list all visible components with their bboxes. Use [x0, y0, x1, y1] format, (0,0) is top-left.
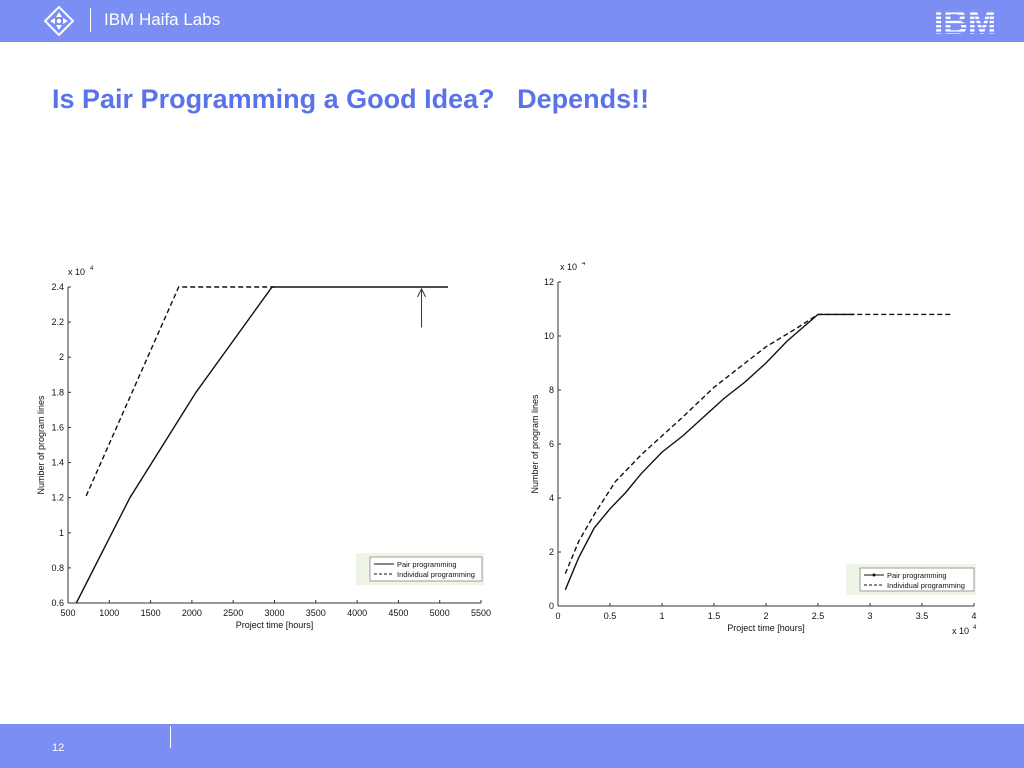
- annotation-arrow-head: [417, 287, 426, 298]
- y-tick-label: 2.2: [51, 317, 64, 327]
- lab-name: IBM Haifa Labs: [104, 10, 221, 29]
- legend-label: Pair programming: [397, 560, 457, 569]
- header-bar: IBM Haifa Labs IBM: [0, 0, 1024, 42]
- y-tick-label: 0: [549, 601, 554, 611]
- series-line-pair: [75, 286, 448, 604]
- x-multiplier-exponent: 4: [973, 625, 977, 631]
- x-tick-label: 0: [555, 611, 560, 621]
- page-number: 12: [52, 742, 65, 754]
- x-tick-label: 1.5: [708, 611, 721, 621]
- y-tick-label: 1.8: [51, 387, 64, 397]
- x-tick-label: 5500: [471, 608, 491, 618]
- y-multiplier: x 10: [68, 267, 85, 277]
- slide-title: Is Pair Programming a Good Idea? Depends…: [52, 84, 650, 114]
- x-tick-label: 1000: [99, 608, 119, 618]
- right-chart: 0 0.5 1 1.5 2 2.5 3 3.5 4 0 2 4 6 8 10 12 Project time […: [530, 262, 977, 636]
- x-tick-label: 4500: [388, 608, 408, 618]
- y-tick-label: 2.4: [51, 282, 64, 292]
- x-tick-label: 2500: [223, 608, 243, 618]
- x-tick-label: 500: [60, 608, 75, 618]
- y-tick-label: 0.8: [51, 563, 64, 573]
- y-tick-label: 6: [549, 439, 554, 449]
- y-tick-label: 0.6: [51, 598, 64, 608]
- ibm-logo: IBM: [934, 4, 996, 38]
- ibm-logo-text: IBM: [934, 4, 996, 38]
- y-tick-label: 1.6: [51, 422, 64, 432]
- y-multiplier: x 10: [560, 262, 577, 272]
- footer-bar: 12: [0, 724, 1024, 768]
- legend-box: [859, 567, 975, 592]
- x-tick-label: 1: [659, 611, 664, 621]
- y-axis-title: Number of program lines: [36, 395, 46, 495]
- y-tick-label: 1: [59, 528, 64, 538]
- legend-box: [369, 556, 483, 582]
- x-tick-label: 3.5: [916, 611, 929, 621]
- y-tick-label: 2: [59, 352, 64, 362]
- left-chart: 500 1000 1500 2000 2500 3000 3500 4000 4500 5000 5…: [36, 266, 491, 630]
- y-tick-label: 2: [549, 547, 554, 557]
- x-tick-label: 1500: [141, 608, 161, 618]
- y-tick-label: 8: [549, 385, 554, 395]
- ibm-research-diamond-icon: [44, 6, 74, 36]
- x-tick-label: 3: [867, 611, 872, 621]
- header-divider: [90, 8, 91, 32]
- y-tick-label: 1.4: [51, 458, 64, 468]
- legend-label: Individual programming: [887, 581, 965, 590]
- x-tick-label: 5000: [430, 608, 450, 618]
- y-multiplier-exponent: 4: [90, 266, 94, 272]
- x-tick-label: 3000: [264, 608, 284, 618]
- y-tick-label: 1.2: [51, 493, 64, 503]
- x-tick-label: 4: [971, 611, 976, 621]
- x-tick-label: 2: [763, 611, 768, 621]
- y-axis-title: Number of program lines: [530, 394, 540, 494]
- x-tick-label: 0.5: [604, 611, 617, 621]
- x-axis-title: Project time [hours]: [727, 623, 805, 633]
- y-multiplier-exponent: 4: [582, 262, 586, 267]
- y-tick-label: 4: [549, 493, 554, 503]
- legend-label: Individual programming: [397, 570, 475, 579]
- x-tick-label: 2000: [182, 608, 202, 618]
- legend-label: Pair programming: [887, 571, 947, 580]
- y-tick-label: 12: [544, 277, 554, 287]
- x-tick-label: 3500: [306, 608, 326, 618]
- x-axis-title: Project time [hours]: [236, 620, 314, 630]
- y-tick-label: 10: [544, 331, 554, 341]
- series-line-individual: [85, 286, 275, 497]
- footer-divider: [170, 726, 171, 748]
- x-multiplier: x 10: [952, 626, 969, 636]
- series-line-pair: [564, 313, 855, 591]
- x-tick-label: 4000: [347, 608, 367, 618]
- x-tick-label: 2.5: [812, 611, 825, 621]
- legend-marker: [872, 573, 876, 577]
- series-line-individual: [564, 313, 954, 574]
